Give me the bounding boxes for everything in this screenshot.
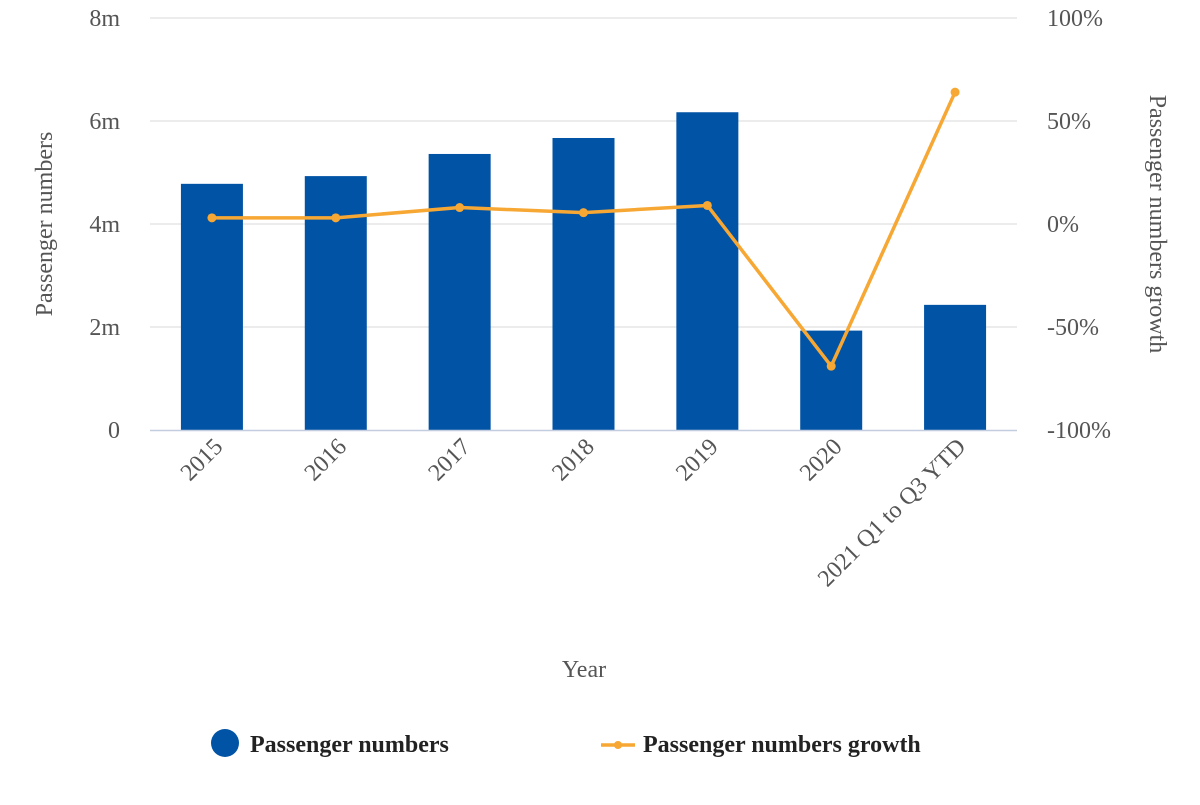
x-axis-title: Year [562,657,606,683]
bar [800,330,863,430]
bar [924,304,987,430]
bar [428,153,491,430]
right-tick-label: 100% [1047,6,1103,32]
bar [180,183,243,430]
left-tick-label: 0 [108,418,120,444]
legend-line-label: Passenger numbers growth [643,732,921,758]
x-tick-label: 2016 [300,434,352,486]
right-axis-title: Passenger numbers growth [1144,95,1170,354]
x-tick-label: 2015 [176,434,228,486]
left-axis-ticks: 0 2m 4m 6m 8m [89,6,120,444]
left-tick-label: 2m [89,315,120,341]
bar [676,112,739,431]
right-tick-label: 50% [1047,109,1091,135]
bar [552,137,615,430]
x-tick-label: 2017 [424,434,476,486]
legend-bar-label: Passenger numbers [250,732,449,758]
legend: Passenger numbers Passenger numbers grow… [211,729,921,758]
left-axis-title: Passenger numbers [32,132,58,317]
growth-point [331,213,341,223]
growth-point [455,203,465,213]
left-tick-label: 8m [89,6,120,32]
growth-point [702,200,712,210]
growth-point [826,361,836,371]
legend-line-dot [614,741,622,749]
right-tick-label: -100% [1047,418,1111,444]
right-axis-ticks: -100% -50% 0% 50% 100% [1047,6,1111,444]
x-tick-label: 2018 [547,434,599,486]
x-tick-label: 2019 [671,434,723,486]
right-tick-label: 0% [1047,212,1079,238]
left-tick-label: 6m [89,109,120,135]
growth-point [207,213,217,223]
left-tick-label: 4m [89,212,120,238]
growth-point [950,87,960,97]
right-tick-label: -50% [1047,315,1099,341]
legend-bar-swatch [211,729,239,757]
x-tick-label: 2020 [795,434,847,486]
bars [180,112,987,431]
growth-line-series [207,87,960,371]
growth-point [579,208,588,218]
